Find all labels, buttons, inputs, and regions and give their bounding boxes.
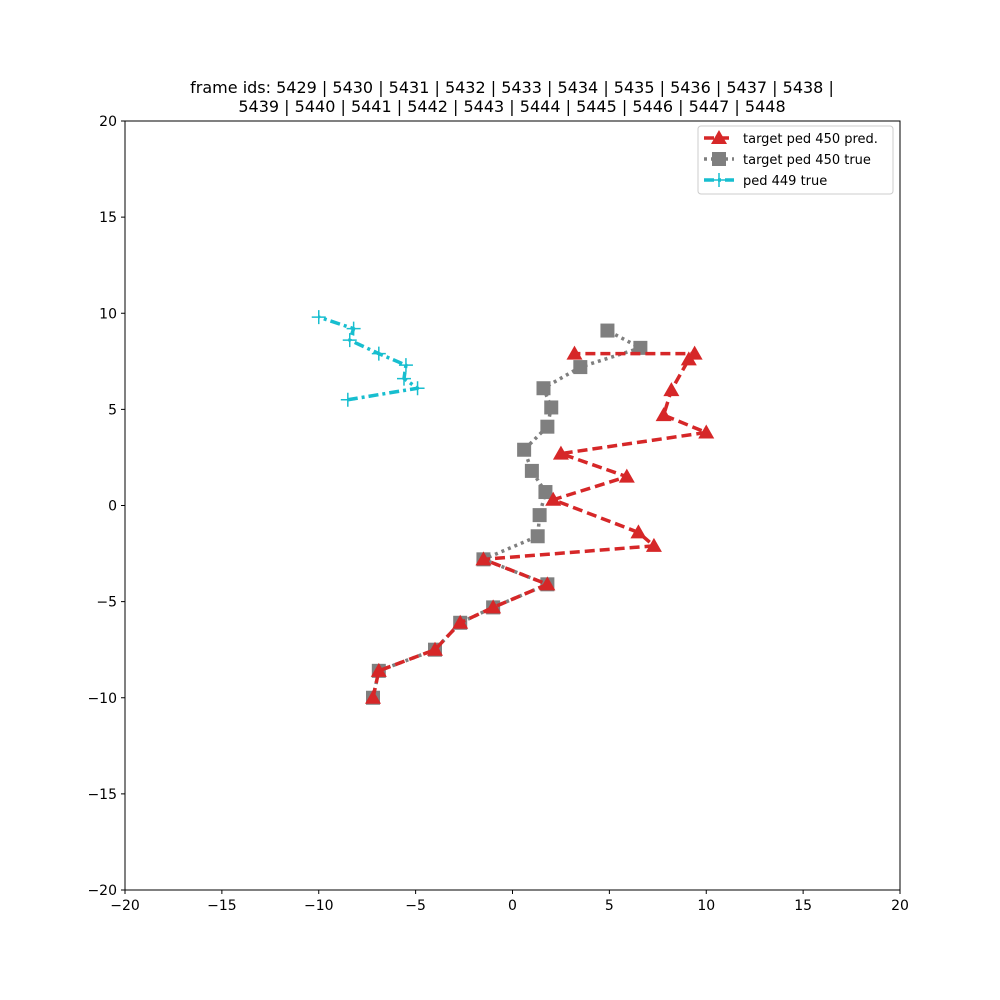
series-point bbox=[532, 508, 547, 523]
series-point bbox=[686, 345, 703, 360]
legend-marker bbox=[711, 130, 727, 144]
series-point bbox=[342, 333, 357, 348]
legend: target ped 450 pred. target ped 450 true p… bbox=[697, 125, 894, 195]
series-point bbox=[371, 346, 386, 361]
legend-marker bbox=[712, 152, 726, 166]
series-point bbox=[397, 371, 411, 386]
series-point bbox=[573, 360, 588, 375]
legend-entry: target ped 450 pred. bbox=[704, 130, 878, 147]
legend-label: ped 449 true bbox=[743, 174, 827, 189]
series-point bbox=[452, 614, 469, 629]
series-point bbox=[517, 442, 532, 457]
series-0 bbox=[365, 345, 715, 704]
series-point bbox=[410, 381, 425, 396]
x-tick-label: −10 bbox=[304, 898, 334, 914]
series-point bbox=[365, 689, 381, 704]
y-tick-label: −15 bbox=[87, 787, 117, 803]
series-point bbox=[655, 407, 672, 422]
series-point bbox=[530, 529, 545, 544]
y-tick-label: 0 bbox=[108, 499, 117, 515]
series-point bbox=[618, 468, 635, 483]
series-point bbox=[311, 310, 326, 325]
series-point bbox=[538, 485, 553, 500]
series-point bbox=[524, 463, 539, 478]
series-point bbox=[340, 392, 355, 407]
y-tick-label: −10 bbox=[87, 691, 117, 707]
series-line bbox=[318, 315, 420, 402]
series-point bbox=[645, 537, 662, 552]
series-point bbox=[346, 321, 361, 336]
chart-title-line-2: 5439 | 5440 | 5441 | 5442 | 5443 | 5444 … bbox=[238, 97, 785, 116]
series-point bbox=[536, 381, 551, 396]
series-line bbox=[371, 351, 708, 699]
x-tick-label: −5 bbox=[405, 898, 426, 914]
series-point bbox=[663, 382, 680, 397]
series-point bbox=[398, 358, 413, 373]
series-point bbox=[545, 491, 562, 506]
x-tick-label: −20 bbox=[110, 898, 140, 914]
series-line bbox=[371, 329, 643, 699]
series-point bbox=[544, 400, 559, 415]
plot-area bbox=[311, 310, 715, 705]
series-point bbox=[600, 323, 615, 338]
series-2 bbox=[311, 310, 425, 407]
legend-entry: target ped 450 true bbox=[704, 152, 871, 168]
series-point bbox=[427, 641, 443, 656]
x-tick-label: 20 bbox=[891, 898, 909, 914]
series-point bbox=[633, 340, 648, 355]
y-tick-label: 15 bbox=[99, 210, 117, 226]
axes: −20 −15 −10 −5 0 5 10 15 20 −20 −15 −10 −5 0 5 10 15 20 bbox=[87, 114, 908, 914]
legend-marker bbox=[712, 173, 726, 187]
legend-label: target ped 450 pred. bbox=[743, 132, 878, 147]
series-point bbox=[485, 599, 502, 614]
series-point bbox=[539, 576, 556, 591]
y-tick-label: 20 bbox=[99, 114, 117, 130]
legend-label: target ped 450 true bbox=[743, 153, 871, 168]
y-tick-label: 5 bbox=[108, 402, 117, 418]
series-1 bbox=[366, 323, 648, 705]
y-tick-label: −20 bbox=[87, 883, 117, 899]
series-point bbox=[540, 419, 555, 434]
y-tick-label: −5 bbox=[96, 595, 117, 611]
series-point bbox=[475, 551, 492, 566]
series-point bbox=[552, 445, 569, 460]
series-point bbox=[370, 662, 387, 677]
x-tick-label: −15 bbox=[207, 898, 237, 914]
x-tick-label: 10 bbox=[697, 898, 715, 914]
x-tick-label: 5 bbox=[605, 898, 614, 914]
legend-entry: ped 449 true bbox=[704, 173, 827, 189]
y-tick-label: 10 bbox=[99, 306, 117, 322]
x-tick-label: 15 bbox=[794, 898, 812, 914]
x-tick-label: 0 bbox=[508, 898, 517, 914]
legend-box bbox=[697, 125, 894, 195]
plot-frame bbox=[124, 120, 901, 891]
series-point bbox=[698, 424, 715, 439]
series-point bbox=[566, 345, 583, 360]
chart-title-line-1: frame ids: 5429 | 5430 | 5431 | 5432 | 5… bbox=[190, 78, 834, 97]
series-point bbox=[630, 524, 647, 539]
